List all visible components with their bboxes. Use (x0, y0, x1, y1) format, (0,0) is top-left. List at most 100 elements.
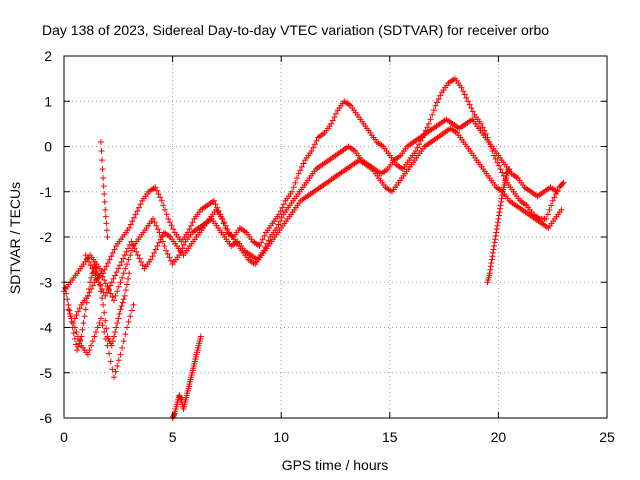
data-point (149, 253, 156, 260)
x-tick-label: 20 (491, 429, 507, 445)
data-point (290, 184, 297, 191)
data-point (186, 226, 193, 233)
data-point (86, 347, 93, 354)
data-point (164, 250, 171, 257)
data-point (112, 272, 119, 279)
data-point (110, 297, 117, 304)
series-track-c (71, 116, 561, 322)
data-point (101, 276, 108, 283)
data-point (429, 111, 436, 118)
data-point (93, 329, 100, 336)
data-point (103, 220, 110, 227)
data-point (189, 219, 196, 226)
x-tick-label: 0 (60, 429, 68, 445)
y-tick-label: 0 (44, 139, 52, 155)
data-point (463, 94, 470, 101)
data-point (108, 253, 115, 260)
data-point (495, 162, 502, 169)
data-point (88, 286, 95, 293)
data-point (155, 191, 162, 198)
y-tick-label: 1 (44, 93, 52, 109)
data-point (133, 248, 140, 255)
data-point (333, 110, 340, 117)
x-axis-ticks: 0 5 10 15 20 25 (60, 56, 615, 445)
data-point (105, 286, 112, 293)
data-point (99, 295, 106, 302)
data-point (97, 282, 104, 289)
data-point (130, 301, 137, 308)
data-point (117, 306, 124, 313)
data-point (104, 260, 111, 267)
data-point (460, 88, 467, 95)
data-point (414, 144, 421, 151)
data-point (116, 310, 123, 317)
data-point (498, 195, 505, 202)
data-point (177, 395, 184, 402)
data-point (123, 261, 130, 268)
data-point (181, 241, 188, 248)
data-point (103, 227, 110, 234)
data-point (331, 114, 338, 121)
data-point (558, 206, 565, 213)
data-point (495, 212, 502, 219)
data-point (161, 243, 168, 250)
data-point (82, 252, 89, 259)
data-point (110, 333, 117, 340)
y-tick-label: -5 (40, 365, 53, 381)
data-point (486, 270, 493, 277)
data-point (108, 279, 115, 286)
data-point (177, 248, 184, 255)
data-point (135, 204, 142, 211)
data-point (506, 166, 513, 173)
data-point (494, 159, 501, 166)
data-point (491, 243, 498, 250)
data-point (139, 262, 146, 269)
data-point (99, 157, 106, 164)
data-point (102, 213, 109, 220)
data-point (123, 281, 130, 288)
chart-title: Day 138 of 2023, Sidereal Day-to-day VTE… (42, 22, 549, 38)
data-point (221, 219, 228, 226)
data-point (122, 265, 129, 272)
data-point (219, 215, 226, 222)
data-point (310, 144, 317, 151)
data-point (80, 319, 87, 326)
data-point (297, 167, 304, 174)
data-point (64, 296, 71, 303)
data-points (61, 75, 567, 421)
data-point (131, 245, 138, 252)
data-point (89, 265, 96, 272)
series-track-b (61, 75, 567, 295)
data-point (261, 232, 268, 239)
data-point (101, 309, 108, 316)
data-point (492, 236, 499, 243)
data-point (120, 338, 127, 345)
data-point (166, 219, 173, 226)
data-point (488, 260, 495, 267)
data-point (494, 219, 501, 226)
data-point (549, 197, 556, 204)
data-point (437, 92, 444, 99)
data-point (74, 347, 81, 354)
data-point (95, 279, 102, 286)
data-point (494, 222, 501, 229)
series-track-f (169, 333, 204, 421)
data-point (125, 318, 132, 325)
data-point (82, 306, 89, 313)
data-point (125, 245, 132, 252)
data-point (94, 275, 101, 282)
data-point (222, 222, 229, 229)
x-tick-label: 5 (169, 429, 177, 445)
data-point (168, 222, 175, 229)
data-point (115, 357, 122, 364)
data-point (89, 282, 96, 289)
data-point (490, 246, 497, 253)
data-point (468, 105, 475, 112)
data-point (543, 215, 550, 222)
data-point (505, 167, 512, 174)
series-track-h (97, 138, 111, 240)
data-point (166, 254, 173, 261)
data-point (115, 265, 122, 272)
y-tick-label: -2 (40, 229, 53, 245)
data-point (163, 211, 170, 218)
